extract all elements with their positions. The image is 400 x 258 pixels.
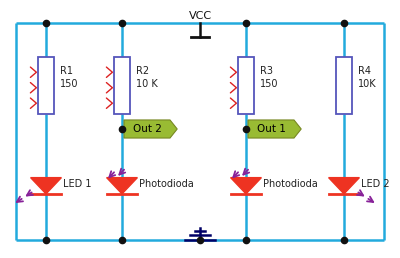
- Text: Photodioda: Photodioda: [139, 180, 194, 189]
- Text: R3
150: R3 150: [260, 66, 279, 89]
- Text: Out 1: Out 1: [256, 124, 286, 134]
- Bar: [238, 57, 254, 114]
- Polygon shape: [329, 178, 359, 194]
- Bar: [114, 57, 130, 114]
- Text: R1
150: R1 150: [60, 66, 79, 89]
- Polygon shape: [230, 178, 262, 194]
- Text: VCC: VCC: [188, 11, 212, 21]
- Polygon shape: [30, 178, 62, 194]
- Text: Photodioda: Photodioda: [263, 180, 318, 189]
- Text: LED 1: LED 1: [63, 180, 91, 189]
- Text: R4
10K: R4 10K: [358, 66, 377, 89]
- Polygon shape: [248, 120, 301, 138]
- Text: LED 2: LED 2: [361, 180, 390, 189]
- Text: R2
10 K: R2 10 K: [136, 66, 158, 89]
- Bar: [38, 57, 54, 114]
- Polygon shape: [106, 178, 138, 194]
- Bar: [336, 57, 352, 114]
- Polygon shape: [124, 120, 177, 138]
- Text: Out 2: Out 2: [132, 124, 162, 134]
